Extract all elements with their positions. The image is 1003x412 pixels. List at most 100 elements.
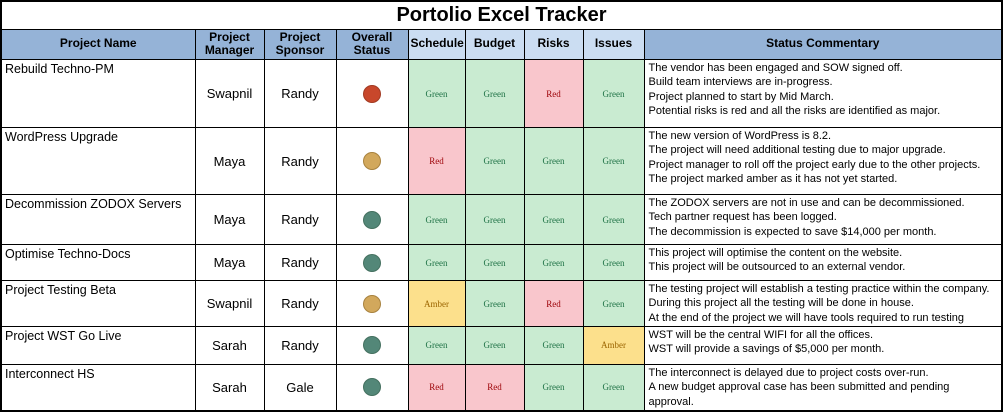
schedule-status-cell[interactable]: Green [407,325,466,365]
column-header-project-manager[interactable]: Project Manager [194,28,265,61]
commentary-line: Build team interviews are in-progress. [648,76,833,89]
project-manager-cell[interactable]: Swapnil [194,59,265,129]
budget-status-cell[interactable]: Green [464,244,525,282]
status-commentary-cell[interactable]: The interconnect is delayed due to proje… [643,363,1003,412]
project-name-cell[interactable]: Rebuild Techno-PM [0,59,196,129]
risks-status-cell[interactable]: Green [523,244,584,282]
overall-status-dot-amber [363,152,381,171]
status-commentary-cell[interactable]: WST will be the central WIFI for all the… [643,325,1003,365]
budget-status-cell[interactable]: Green [464,59,525,129]
project-sponsor-cell[interactable]: Randy [263,244,337,282]
issues-status-cell[interactable]: Green [582,59,645,129]
project-sponsor-cell[interactable]: Randy [263,325,337,365]
overall-status-dot-green [363,336,381,355]
project-name-cell[interactable]: WordPress Upgrade [0,127,196,196]
table-row: Project Testing Beta Swapnil Randy Amber Gre… [0,280,1003,327]
project-manager-cell[interactable]: Maya [194,127,265,196]
column-header-budget[interactable]: Budget [464,28,525,61]
project-sponsor-cell[interactable]: Randy [263,280,337,327]
schedule-status-cell[interactable]: Green [407,244,466,282]
overall-status-cell[interactable] [335,244,409,282]
schedule-status-cell[interactable]: Green [407,59,466,129]
project-sponsor-cell[interactable]: Randy [263,194,337,246]
column-header-project-name[interactable]: Project Name [0,28,196,61]
issues-status-cell[interactable]: Green [582,127,645,196]
commentary-line: The interconnect is delayed due to proje… [648,366,929,379]
column-header-issues[interactable]: Issues [582,28,645,61]
page-title: Portolio Excel Tracker [0,0,1003,30]
issues-status-cell[interactable]: Green [582,244,645,282]
risks-status-cell[interactable]: Green [523,363,584,412]
budget-status-cell[interactable]: Green [464,127,525,196]
commentary-line: This project will optimise the content o… [648,247,903,260]
project-sponsor-cell[interactable]: Randy [263,59,337,129]
commentary-line: Project planned to start by Mid March. [648,90,834,103]
commentary-line: This project will be outsourced to an ex… [648,261,906,274]
commentary-line: At the end of the project we will have t… [648,311,965,324]
table-row: Optimise Techno-Docs Maya Randy Green Green G… [0,244,1003,282]
tracker-table-body: Rebuild Techno-PM Swapnil Randy Green Green R… [0,59,1003,412]
project-name-cell[interactable]: Optimise Techno-Docs [0,244,196,282]
overall-status-cell[interactable] [335,194,409,246]
overall-status-cell[interactable] [335,280,409,327]
budget-status-cell[interactable]: Green [464,194,525,246]
overall-status-cell[interactable] [335,325,409,365]
overall-status-cell[interactable] [335,127,409,196]
column-header-schedule[interactable]: Schedule [407,28,466,61]
overall-status-dot-green [363,378,381,397]
project-sponsor-cell[interactable]: Randy [263,127,337,196]
project-manager-cell[interactable]: Maya [194,244,265,282]
column-header-project-sponsor[interactable]: Project Sponsor [263,28,337,61]
commentary-line: The project will need additional testing… [648,144,946,157]
table-row: Interconnect HS Sarah Gale Red Red Green Green… [0,363,1003,412]
risks-status-cell[interactable]: Green [523,127,584,196]
issues-status-cell[interactable]: Green [582,280,645,327]
overall-status-dot-green [363,210,381,229]
commentary-line: During this project all the testing will… [648,297,914,310]
overall-status-dot-red [363,84,381,103]
commentary-line: Potential risks is red and all the risks… [648,104,941,117]
commentary-line: The testing project will establish a tes… [648,283,990,296]
table-row: Decommission ZODOX Servers Maya Randy Green… [0,194,1003,246]
issues-status-cell[interactable]: Green [582,194,645,246]
risks-status-cell[interactable]: Red [523,59,584,129]
project-name-cell[interactable]: Project WST Go Live [0,325,196,365]
budget-status-cell[interactable]: Green [464,280,525,327]
issues-status-cell[interactable]: Amber [582,325,645,365]
schedule-status-cell[interactable]: Amber [407,280,466,327]
budget-status-cell[interactable]: Red [464,363,525,412]
commentary-line: The new version of WordPress is 8.2. [648,130,832,143]
project-name-cell[interactable]: Project Testing Beta [0,280,196,327]
column-header-status-commentary[interactable]: Status Commentary [643,28,1003,61]
overall-status-cell[interactable] [335,59,409,129]
risks-status-cell[interactable]: Red [523,280,584,327]
issues-status-cell[interactable]: Green [582,363,645,412]
status-commentary-cell[interactable]: The ZODOX servers are not in use and can… [643,194,1003,246]
project-name-cell[interactable]: Decommission ZODOX Servers [0,194,196,246]
status-commentary-cell[interactable]: The new version of WordPress is 8.2. The … [643,127,1003,196]
status-commentary-cell[interactable]: The vendor has been engaged and SOW sign… [643,59,1003,129]
schedule-status-cell[interactable]: Red [407,127,466,196]
project-manager-cell[interactable]: Maya [194,194,265,246]
commentary-line: The project marked amber as it has not y… [648,172,898,185]
title-row: Portolio Excel Tracker [0,0,1003,30]
commentary-line: The vendor has been engaged and SOW sign… [648,62,903,75]
project-name-cell[interactable]: Interconnect HS [0,363,196,412]
project-manager-cell[interactable]: Swapnil [194,280,265,327]
column-header-overall-status[interactable]: Overall Status [335,28,409,61]
budget-status-cell[interactable]: Green [464,325,525,365]
table-row: Project WST Go Live Sarah Randy Green Green G… [0,325,1003,365]
risks-status-cell[interactable]: Green [523,325,584,365]
schedule-status-cell[interactable]: Green [407,194,466,246]
commentary-line: The decommission is expected to save $14… [648,225,937,238]
status-commentary-cell[interactable]: The testing project will establish a tes… [643,280,1003,327]
risks-status-cell[interactable]: Green [523,194,584,246]
status-commentary-cell[interactable]: This project will optimise the content o… [643,244,1003,282]
commentary-line: WST will be the central WIFI for all the… [648,328,874,341]
project-manager-cell[interactable]: Sarah [194,325,265,365]
column-header-risks[interactable]: Risks [523,28,584,61]
commentary-line: Tech partner request has been logged. [648,211,837,224]
commentary-line: A new budget approval case has been subm… [648,381,950,408]
